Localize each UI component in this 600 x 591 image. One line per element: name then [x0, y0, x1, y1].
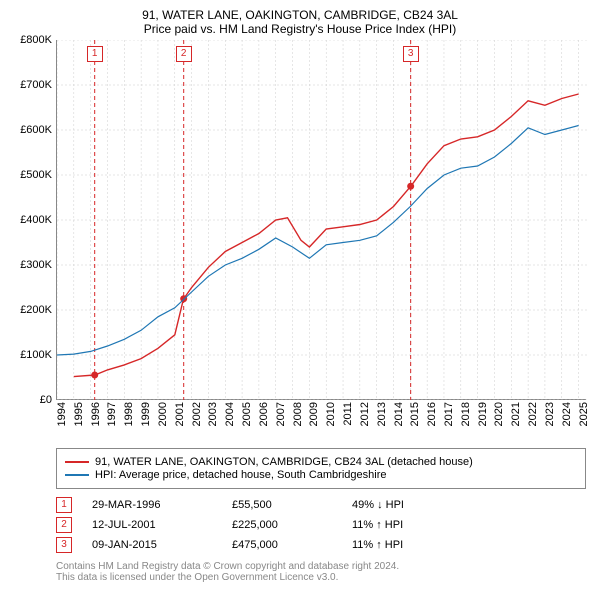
transaction-date: 29-MAR-1996: [92, 499, 212, 511]
x-tick-label: 2019: [477, 402, 489, 426]
transaction-date: 09-JAN-2015: [92, 539, 212, 551]
x-tick-label: 2020: [493, 402, 505, 426]
transaction-marker: 2: [56, 517, 72, 533]
chart-titles: 91, WATER LANE, OAKINGTON, CAMBRIDGE, CB…: [8, 8, 592, 36]
x-tick-label: 2017: [443, 402, 455, 426]
chart-marker: 1: [87, 46, 103, 62]
transaction-price: £475,000: [232, 539, 332, 551]
chart-marker: 3: [403, 46, 419, 62]
x-tick-label: 2006: [258, 402, 270, 426]
x-tick-label: 2008: [292, 402, 304, 426]
x-tick-label: 2025: [578, 402, 590, 426]
x-tick-label: 2007: [275, 402, 287, 426]
x-tick-label: 2023: [544, 402, 556, 426]
y-axis: £0£100K£200K£300K£400K£500K£600K£700K£80…: [8, 40, 56, 400]
x-tick-label: 2022: [527, 402, 539, 426]
chart-container: 91, WATER LANE, OAKINGTON, CAMBRIDGE, CB…: [8, 8, 592, 583]
transaction-table: 1 29-MAR-1996 £55,500 49% ↓ HPI 2 12-JUL-2001…: [56, 497, 586, 553]
x-tick-label: 1998: [123, 402, 135, 426]
legend: 91, WATER LANE, OAKINGTON, CAMBRIDGE, CB…: [56, 448, 586, 489]
x-tick-label: 2013: [376, 402, 388, 426]
y-tick-label: £600K: [20, 124, 52, 136]
title-address: 91, WATER LANE, OAKINGTON, CAMBRIDGE, CB…: [8, 8, 592, 22]
x-tick-label: 2024: [561, 402, 573, 426]
y-tick-label: £700K: [20, 79, 52, 91]
legend-swatch: [65, 461, 89, 463]
x-tick-label: 1997: [106, 402, 118, 426]
transaction-date: 12-JUL-2001: [92, 519, 212, 531]
y-tick-label: £500K: [20, 169, 52, 181]
transaction-row: 3 09-JAN-2015 £475,000 11% ↑ HPI: [56, 537, 586, 553]
x-tick-label: 2011: [342, 402, 354, 426]
x-tick-label: 2004: [224, 402, 236, 426]
x-tick-label: 2005: [241, 402, 253, 426]
x-tick-label: 2010: [325, 402, 337, 426]
transaction-delta: 11% ↑ HPI: [352, 519, 403, 531]
x-tick-label: 2003: [207, 402, 219, 426]
legend-item: HPI: Average price, detached house, Sout…: [65, 469, 577, 481]
x-tick-label: 2000: [157, 402, 169, 426]
legend-label: HPI: Average price, detached house, Sout…: [95, 469, 386, 481]
y-tick-label: £0: [40, 394, 52, 406]
x-tick-label: 2002: [191, 402, 203, 426]
y-tick-label: £200K: [20, 304, 52, 316]
plot-area: 1 2 3: [56, 40, 586, 400]
transaction-marker: 3: [56, 537, 72, 553]
transaction-delta: 49% ↓ HPI: [352, 499, 404, 511]
x-tick-label: 1995: [73, 402, 85, 426]
x-tick-label: 2018: [460, 402, 472, 426]
transaction-delta: 11% ↑ HPI: [352, 539, 403, 551]
transaction-row: 2 12-JUL-2001 £225,000 11% ↑ HPI: [56, 517, 586, 533]
x-tick-label: 1999: [140, 402, 152, 426]
x-tick-label: 2016: [426, 402, 438, 426]
x-tick-label: 2009: [308, 402, 320, 426]
legend-label: 91, WATER LANE, OAKINGTON, CAMBRIDGE, CB…: [95, 456, 473, 468]
y-tick-label: £400K: [20, 214, 52, 226]
x-tick-label: 1996: [90, 402, 102, 426]
x-tick-label: 2001: [174, 402, 186, 426]
x-tick-label: 1994: [56, 402, 68, 426]
chart-marker: 2: [176, 46, 192, 62]
plot-svg: [57, 40, 587, 400]
legend-item: 91, WATER LANE, OAKINGTON, CAMBRIDGE, CB…: [65, 456, 577, 468]
footer-attribution: Contains HM Land Registry data © Crown c…: [56, 561, 586, 583]
y-tick-label: £800K: [20, 34, 52, 46]
y-tick-label: £100K: [20, 349, 52, 361]
x-tick-label: 2015: [409, 402, 421, 426]
x-axis: 1994 1995 1996 1997 1998 1999 2000 2001 2002 2003…: [56, 400, 586, 440]
transaction-row: 1 29-MAR-1996 £55,500 49% ↓ HPI: [56, 497, 586, 513]
x-tick-label: 2014: [393, 402, 405, 426]
footer-line-1: Contains HM Land Registry data © Crown c…: [56, 561, 586, 572]
transaction-price: £55,500: [232, 499, 332, 511]
legend-swatch: [65, 474, 89, 476]
transaction-price: £225,000: [232, 519, 332, 531]
title-subtitle: Price paid vs. HM Land Registry's House …: [8, 22, 592, 36]
footer-line-2: This data is licensed under the Open Gov…: [56, 572, 586, 583]
x-tick-label: 2012: [359, 402, 371, 426]
y-tick-label: £300K: [20, 259, 52, 271]
transaction-marker: 1: [56, 497, 72, 513]
x-tick-label: 2021: [510, 402, 522, 426]
